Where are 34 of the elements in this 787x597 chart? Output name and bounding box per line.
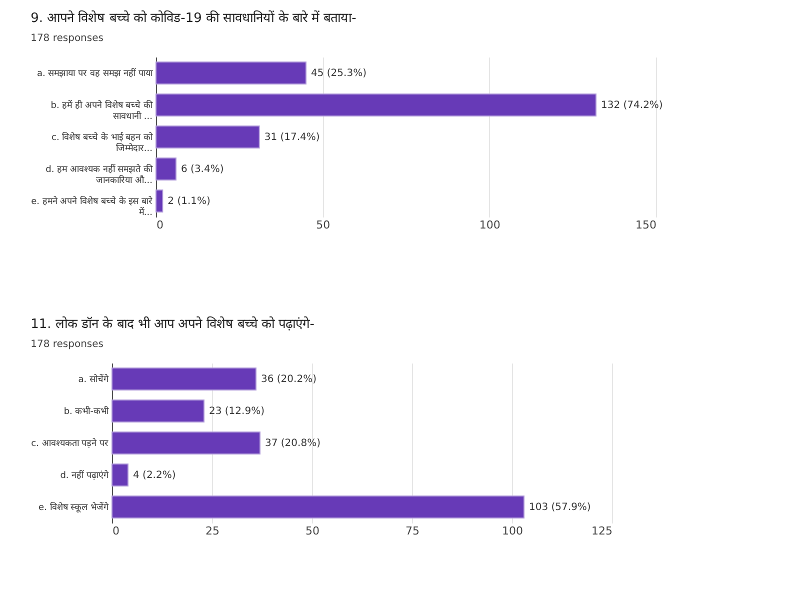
data-label: 132 (74.2%): [601, 100, 663, 111]
x-tick-label: 0: [156, 218, 164, 232]
y-tick-label: e. हमने अपने विशेष बच्चे के इस बारे में...: [31, 195, 152, 218]
y-tick-label: d. हम आवश्यक नहीं समझते की जानकारिया औ...: [46, 163, 154, 186]
y-tick-label: c. आवश्यकता पड़ने पर: [31, 437, 108, 449]
chart-title: 11. लोक डॉन के बाद भी आप अपने विशेष बच्चे को पढ़ाएंगे-: [30, 316, 315, 332]
data-label: 23 (12.9%): [209, 406, 265, 417]
x-tick-label: 125: [592, 524, 612, 538]
y-tick-label: d. नहीं पढ़ाएंगे: [60, 469, 110, 481]
x-tick-label: 50: [316, 218, 330, 232]
data-label: 2 (1.1%): [168, 196, 211, 207]
chart-subtitle: 178 responses: [30, 339, 104, 350]
data-label: 6 (3.4%): [181, 164, 224, 175]
chart-title: 9. आपने विशेष बच्चे को कोविड-19 की सावधानियों के बारे में बताया-: [30, 10, 357, 26]
data-label: 45 (25.3%): [311, 68, 367, 79]
x-tick-label: 50: [306, 524, 320, 538]
x-tick-label: 100: [479, 218, 500, 232]
x-tick-label: 150: [636, 218, 656, 232]
y-tick-label: c. विशेष बच्चे के भाई बहन को जिम्मेदार...: [52, 131, 154, 154]
y-tick-label: a. समझाया पर वह समझ नहीं पाया: [36, 67, 154, 79]
x-tick-label: 25: [206, 524, 220, 538]
data-label: 103 (57.9%): [529, 502, 591, 513]
y-tick-label: b. कभी-कभी: [64, 405, 110, 417]
data-label: 36 (20.2%): [261, 374, 317, 385]
y-tick-label: e. विशेष स्कूल भेजेंगे: [38, 501, 110, 513]
x-tick-label: 0: [112, 524, 120, 538]
data-label: 4 (2.2%): [133, 470, 176, 481]
x-tick-label: 75: [406, 524, 420, 538]
data-label: 31 (17.4%): [264, 132, 320, 143]
y-tick-label: b. हमें ही अपने विशेष बच्चे की सावधानी ...: [50, 99, 154, 122]
y-tick-label: a. सोचेंगे: [78, 373, 110, 385]
x-tick-label: 100: [502, 524, 523, 538]
data-label: 37 (20.8%): [265, 438, 321, 449]
text: 178 responses: [30, 33, 104, 44]
